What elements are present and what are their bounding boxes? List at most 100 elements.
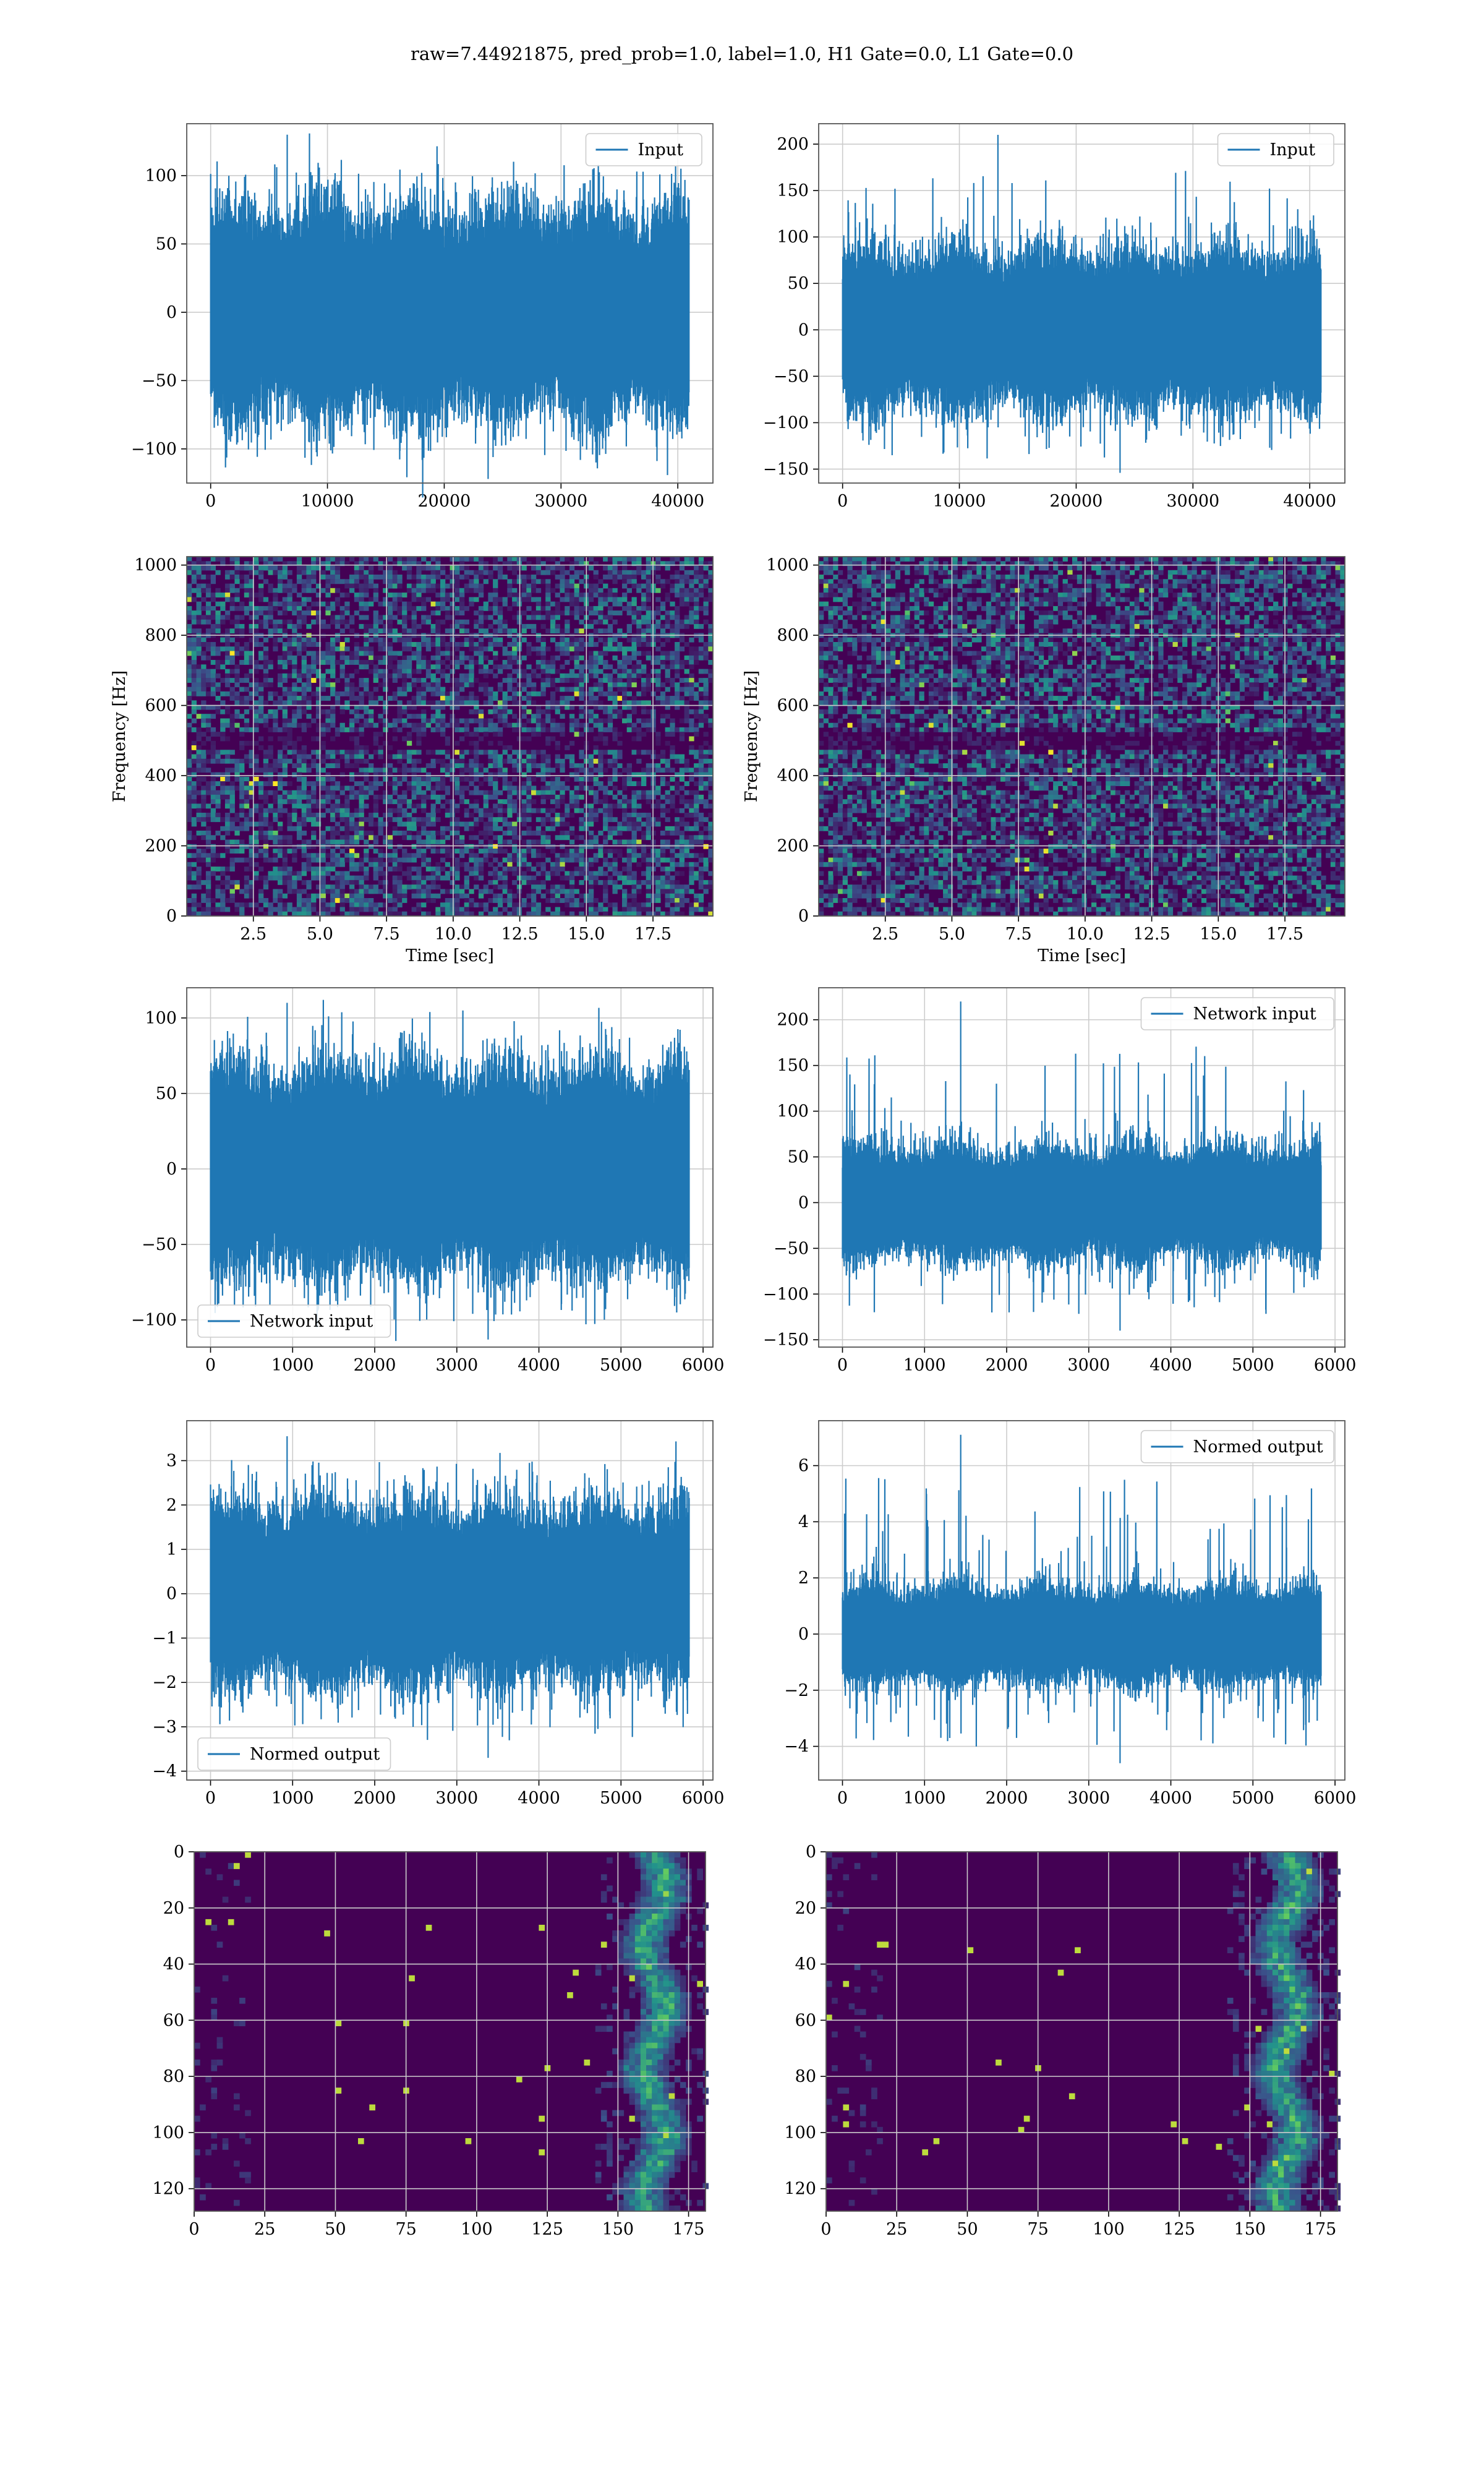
heatmap-cell [311,691,317,696]
heatmap-cell [565,704,570,710]
heatmap-cell [469,772,474,777]
heatmap-cell [215,867,221,871]
heatmap-cell [670,678,675,683]
heatmap-cell [215,646,221,652]
heatmap-cell [416,790,422,795]
heatmap-cell [383,740,388,746]
series-line [210,133,690,498]
heatmap-cell [416,606,422,611]
heatmap-cell [373,768,378,773]
heatmap-cell [349,583,355,589]
heatmap-cell [607,557,613,562]
heatmap-cell [607,664,613,670]
heatmap-cell [392,817,398,823]
heatmap-cell [598,799,603,805]
heatmap-cell [359,570,364,575]
heatmap-cell [708,722,714,728]
heatmap-cell [612,754,618,760]
heatmap-cell [646,642,651,647]
heatmap-cell [646,593,651,597]
heatmap-cell [335,862,341,867]
heatmap-cell [636,628,642,634]
heatmap-cell [282,835,288,841]
heatmap-cell [478,570,484,575]
heatmap-cell [675,588,680,593]
heatmap-cell [459,736,465,742]
heatmap-cell [560,831,565,836]
heatmap-cell [268,745,273,750]
heatmap-cell [411,557,417,562]
heatmap-cell [454,655,460,661]
heatmap-cell [215,687,221,692]
heatmap-cell [555,669,560,674]
heatmap-cell [531,727,537,732]
heatmap-cell [205,678,211,683]
heatmap-cell [603,664,608,670]
heatmap-cell [469,709,474,714]
axes-frame [186,123,714,484]
heatmap-cell [560,732,565,737]
heatmap-cell [282,727,288,732]
heatmap-cell [349,727,355,732]
heatmap-cell [483,700,488,706]
heatmap-cell [535,772,542,777]
heatmap-cell [205,588,211,593]
heatmap-cell [196,557,202,562]
heatmap-cell [603,601,608,607]
heatmap-cell [540,651,546,656]
heatmap-cell [450,606,455,611]
heatmap-cell [708,768,714,773]
heatmap-cell [445,799,451,805]
heatmap-cell [397,575,403,580]
heatmap-cell [244,758,250,764]
heatmap-cell [684,763,689,768]
heatmap-cell [421,575,427,580]
heatmap-cell [454,831,460,836]
heatmap-cell [574,606,579,611]
heatmap-cell [646,557,651,562]
heatmap-cell [631,727,637,732]
heatmap-cell [306,565,312,571]
heatmap-cell [425,785,432,791]
heatmap-cell [187,831,192,836]
heatmap-cell [574,844,579,849]
heatmap-cell [675,758,680,764]
heatmap-cell [660,849,666,854]
heatmap-cell [344,579,350,584]
heatmap-cell [631,871,637,876]
heatmap-cell [617,803,623,809]
heatmap-cell [296,687,302,692]
heatmap-cell [545,763,551,768]
heatmap-cell [406,722,412,728]
heatmap-cell [636,758,642,764]
heatmap-cell [325,610,331,615]
heatmap-cell [320,678,326,683]
heatmap-cell [234,785,240,791]
heatmap-cell [187,687,192,692]
heatmap-cell [521,687,527,692]
heatmap-cell [603,678,608,683]
heatmap-cell [636,570,642,575]
heatmap-cell [703,817,709,823]
heatmap-cell [550,817,556,823]
heatmap-cell [234,826,240,831]
heatmap-cell [187,678,192,683]
heatmap-cell [569,655,575,661]
heatmap-cell [502,867,508,871]
heatmap-cell [454,646,460,652]
heatmap-cell [469,583,474,589]
heatmap-cell [287,687,292,692]
heatmap-cell [607,687,613,692]
heatmap-cell [636,821,642,827]
heatmap-cell [311,799,317,805]
heatmap-cell [373,575,378,580]
legend-label: Input [1270,140,1316,160]
heatmap-cell [703,678,709,683]
heatmap-cell [335,871,341,876]
heatmap-cell [483,826,488,831]
heatmap-cell [224,790,231,795]
heatmap-cell [483,853,488,858]
heatmap-cell [220,871,226,876]
heatmap-cell [239,799,245,805]
heatmap-cell [445,722,451,728]
